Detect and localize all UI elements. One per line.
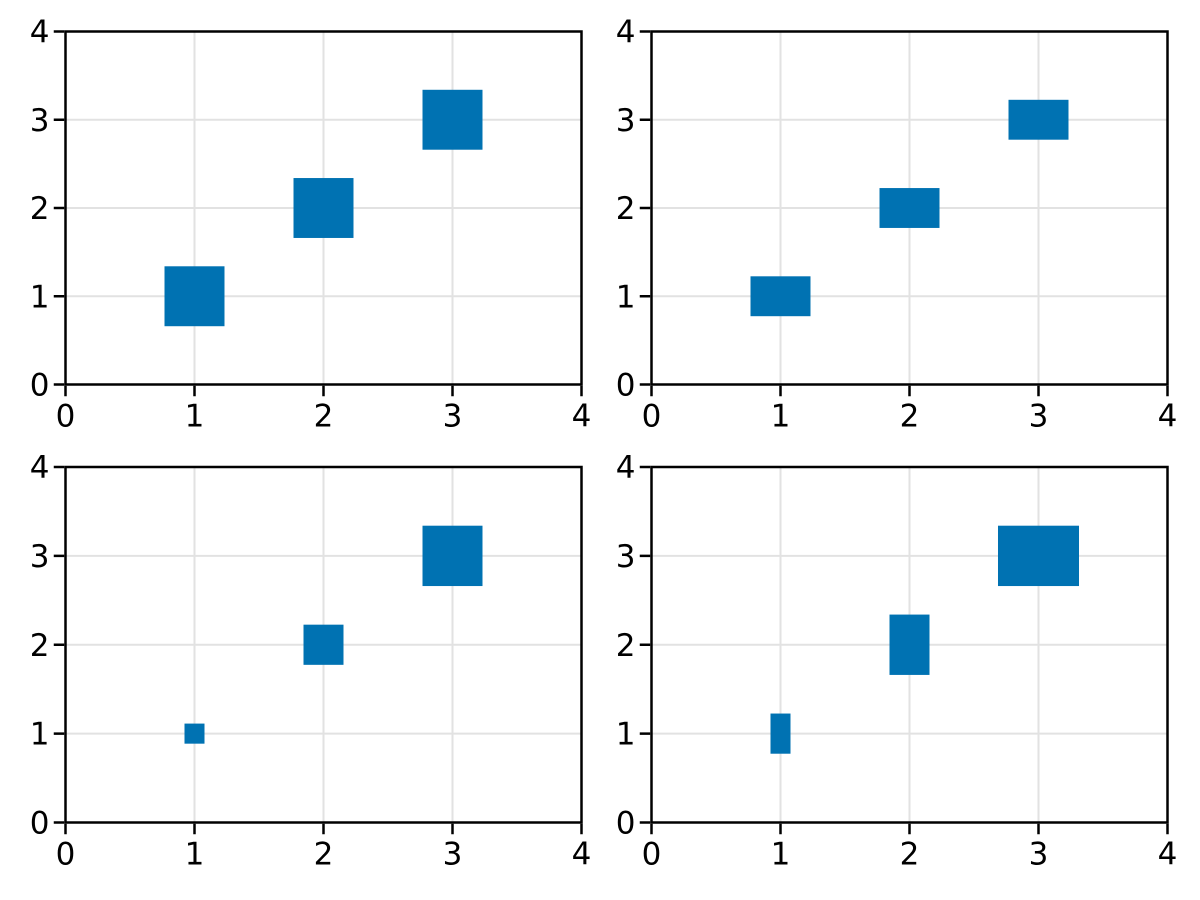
y-tick-label: 3 [616,103,636,139]
y-tick-label: 0 [616,368,636,404]
x-tick-label: 0 [56,837,76,873]
x-tick-label: 4 [1158,399,1178,435]
y-tick-label: 2 [616,191,636,227]
data-rect-marker [879,188,940,228]
data-rect-marker [1008,99,1069,140]
x-tick-label: 3 [1029,837,1049,873]
y-tick-label: 4 [30,450,50,486]
x-tick-label: 1 [185,837,205,873]
data-rect-marker [889,614,930,675]
data-rect-marker [164,266,225,327]
x-tick-label: 2 [900,399,920,435]
x-tick-label: 2 [314,837,334,873]
y-tick-label: 2 [30,191,50,227]
data-rect-marker [770,713,791,754]
x-tick-label: 2 [314,399,334,435]
x-tick-label: 3 [1029,399,1049,435]
axes-spines [64,30,583,386]
axes-spines [650,465,1169,824]
axes-bottom-left: 0 1 2 3 4 0 1 2 3 4 [30,450,592,873]
y-tick-label: 4 [30,15,50,51]
y-tick-label: 1 [616,279,636,315]
data-rect-marker [184,723,205,744]
y-tick-label: 4 [616,15,636,51]
x-tick-label: 4 [572,399,592,435]
y-tick-label: 2 [30,628,50,664]
x-tick-label: 3 [443,399,463,435]
y-tick-label: 3 [30,539,50,575]
x-tick-label: 1 [771,399,791,435]
x-tick-label: 4 [572,837,592,873]
x-tick-label: 3 [443,837,463,873]
y-tick-label: 3 [30,103,50,139]
x-tick-label: 0 [56,399,76,435]
axes-top-left: 0 1 2 3 4 0 1 2 3 4 [30,15,592,435]
axes-spines [64,465,583,824]
y-tick-label: 0 [30,806,50,842]
x-tick-label: 4 [1158,837,1178,873]
y-tick-label: 1 [30,717,50,753]
x-tick-label: 0 [642,399,662,435]
data-rect-marker [293,178,354,238]
y-tick-label: 3 [616,539,636,575]
y-tick-label: 4 [616,450,636,486]
data-rect-marker [303,624,344,665]
axes-spines [650,30,1169,386]
data-rect-marker [750,276,811,317]
x-tick-label: 0 [642,837,662,873]
y-tick-label: 2 [616,628,636,664]
data-rect-marker [997,525,1080,587]
data-rect-marker [422,89,483,150]
x-tick-label: 1 [771,837,791,873]
y-tick-label: 0 [616,806,636,842]
x-tick-label: 2 [900,837,920,873]
axes-bottom-right: 0 1 2 3 4 0 1 2 3 4 [616,450,1178,873]
data-rect-marker [422,525,483,587]
y-tick-label: 0 [30,368,50,404]
y-tick-label: 1 [616,717,636,753]
x-tick-label: 1 [185,399,205,435]
axes-top-right: 0 1 2 3 4 0 1 2 3 4 [616,15,1178,435]
y-tick-label: 1 [30,279,50,315]
